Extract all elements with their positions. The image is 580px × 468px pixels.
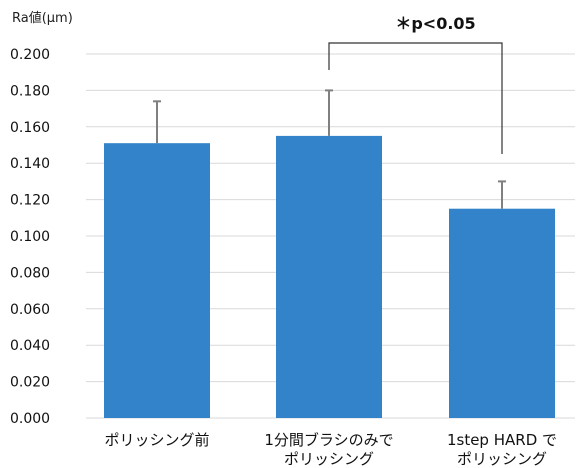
significance-label: ＊p<0.05 xyxy=(395,14,475,33)
y-tick-label: 0.160 xyxy=(10,120,50,136)
bar xyxy=(449,208,555,418)
y-tick-label: 0.080 xyxy=(10,265,50,281)
y-tick-label: 0.020 xyxy=(10,375,50,391)
significance-bracket xyxy=(328,42,503,154)
x-category-label-line: ポリッシング xyxy=(284,450,374,468)
x-category-label: ポリッシング前 xyxy=(104,431,209,449)
y-tick-label: 0.060 xyxy=(10,302,50,318)
y-tick-label: 0.200 xyxy=(10,47,50,63)
y-tick-label: 0.120 xyxy=(10,193,50,209)
significance-annotation: ＊p<0.05 xyxy=(328,14,503,154)
x-category-label: 1step HARD でポリッシング xyxy=(447,431,557,468)
x-category-label-line: ポリッシング前 xyxy=(104,431,209,449)
y-tick-label: 0.000 xyxy=(10,411,50,427)
y-axis-unit-label: Ra値(μm) xyxy=(12,10,73,26)
x-category-label-line: 1step HARD で xyxy=(447,431,557,449)
x-category-label: 1分間ブラシのみでポリッシング xyxy=(264,431,393,468)
bar xyxy=(104,143,210,418)
y-tick-label: 0.180 xyxy=(10,83,50,99)
y-tick-label: 0.140 xyxy=(10,156,50,172)
x-category-label-line: ポリッシング xyxy=(457,450,547,468)
y-tick-label: 0.040 xyxy=(10,338,50,354)
bars xyxy=(104,135,555,418)
error-bars xyxy=(153,89,506,209)
x-category-label-line: 1分間ブラシのみで xyxy=(264,431,393,449)
y-tick-label: 0.100 xyxy=(10,229,50,245)
y-axis: 0.000 0.020 0.040 0.060 0.080 0.100 0.120 0.140… xyxy=(10,47,50,427)
bar xyxy=(276,135,382,418)
